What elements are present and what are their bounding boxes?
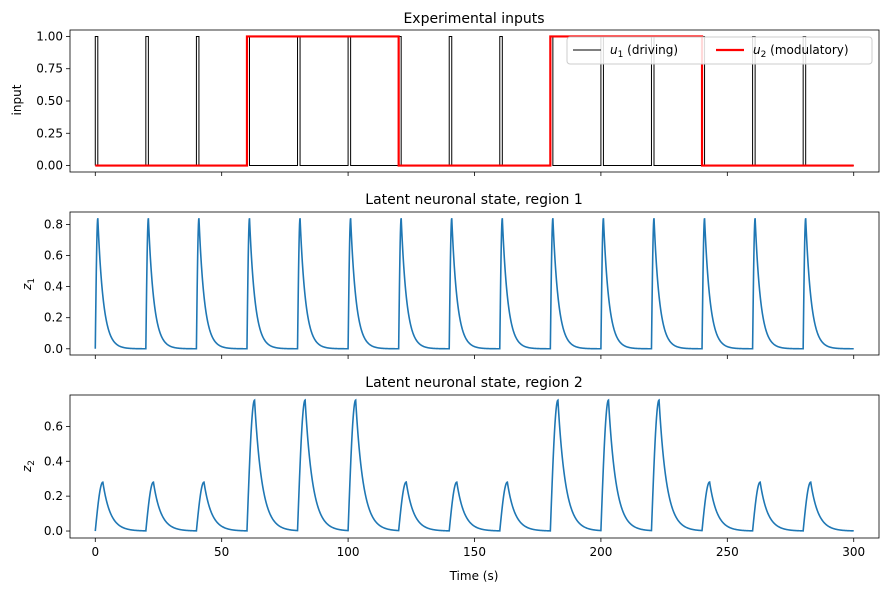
y-tick-label: 0.75 xyxy=(36,62,63,76)
y-tick-label: 0.50 xyxy=(36,94,63,108)
y-tick-label: 0.0 xyxy=(44,342,63,356)
x-tick-label: 50 xyxy=(214,545,229,559)
series-group xyxy=(94,218,854,350)
panel-title: Latent neuronal state, region 1 xyxy=(365,192,582,208)
panel-region-1: Latent neuronal state, region 1 z1 0.00.… xyxy=(20,192,880,359)
y-tick-label: 0.4 xyxy=(44,280,63,294)
y-tick-label: 0.2 xyxy=(44,311,63,325)
panel-title: Latent neuronal state, region 2 xyxy=(365,375,582,391)
legend-entry-u2: u2 (modulatory) xyxy=(716,43,849,60)
y-axis-label-text: z1 xyxy=(20,278,37,291)
x-tick-label: 0 xyxy=(91,545,99,559)
series-line-state xyxy=(94,218,854,350)
y-tick-label: 0.8 xyxy=(44,217,63,231)
legend-entry-u1: u1 (driving) xyxy=(573,43,678,60)
y-axis-label-text: input xyxy=(10,84,24,115)
y-axis-label-text: z2 xyxy=(20,460,37,473)
y-tick-label: 0.6 xyxy=(44,419,63,433)
y-axis-label-symbol: z xyxy=(20,465,34,473)
x-tick-label: 300 xyxy=(842,545,865,559)
x-tick-label: 100 xyxy=(337,545,360,559)
y-tick-label: 0.0 xyxy=(44,524,63,538)
series-line-u1-driving xyxy=(94,35,854,167)
y-tick-label: 0.4 xyxy=(44,454,63,468)
x-axis-label: Time (s) xyxy=(449,569,499,583)
series-line-u2-modulatory xyxy=(95,35,854,167)
panel-title: Experimental inputs xyxy=(403,11,544,27)
panel-region-2: Latent neuronal state, region 2 z2 Time … xyxy=(20,375,880,583)
y-tick-label: 1.00 xyxy=(36,29,63,43)
y-axis-label: z1 xyxy=(20,278,37,291)
y-tick-label: 0.6 xyxy=(44,249,63,263)
x-tick-label: 250 xyxy=(716,545,739,559)
x-tick-label: 150 xyxy=(463,545,486,559)
legend-label: u2 (modulatory) xyxy=(753,43,849,60)
y-axis-label-subscript: 2 xyxy=(27,460,37,466)
plot-area: 0.00 0.25 0.50 0.75 1.00 u1 (driving) u2 (modu… xyxy=(36,29,880,176)
y-tick-label: 0.00 xyxy=(36,159,63,173)
x-tick-label: 200 xyxy=(589,545,612,559)
y-tick-label: 0.25 xyxy=(36,126,63,140)
series-line-state xyxy=(94,398,854,532)
panel-experimental-inputs: Experimental inputs input 0.000.250.500.… xyxy=(10,11,880,176)
y-axis-label: z2 xyxy=(20,460,37,473)
y-axis-label-subscript: 1 xyxy=(27,278,37,284)
y-tick-label: 0.2 xyxy=(44,489,63,503)
series-group xyxy=(94,398,854,532)
plot-area: 0.0 0.2 0.4 0.6 0 50 100 150 200 250 300 xyxy=(44,394,880,559)
series-group xyxy=(94,35,854,167)
plot-area: 0.0 0.2 0.4 0.6 0.8 xyxy=(44,211,880,359)
y-axis-label-symbol: z xyxy=(20,283,34,291)
legend-label: u1 (driving) xyxy=(610,43,678,60)
legend: u1 (driving) u2 (modulatory) xyxy=(566,36,873,65)
y-axis-label: input xyxy=(10,84,24,115)
